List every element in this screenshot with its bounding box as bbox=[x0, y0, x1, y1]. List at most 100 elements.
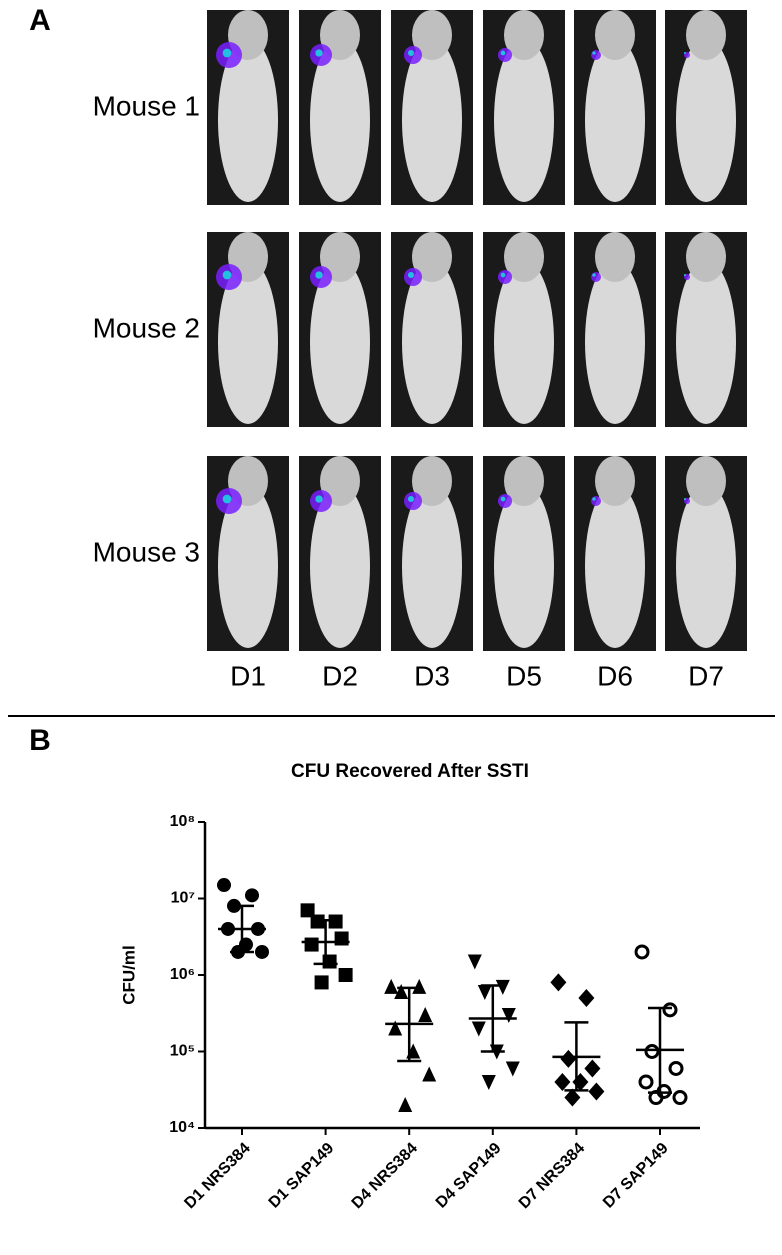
mouse-head bbox=[595, 232, 635, 282]
panel-label: A bbox=[29, 4, 51, 37]
point bbox=[394, 983, 409, 999]
signal bbox=[498, 494, 512, 508]
column-label: D1 bbox=[230, 660, 266, 691]
mouse-image bbox=[483, 232, 565, 427]
mouse-body bbox=[676, 38, 736, 202]
mouse-image bbox=[207, 456, 289, 651]
point bbox=[418, 1007, 433, 1023]
mouse-image bbox=[665, 10, 747, 205]
row-label: Mouse 1 bbox=[93, 90, 200, 121]
row-label: Mouse 3 bbox=[93, 536, 200, 567]
signal bbox=[498, 48, 512, 62]
point bbox=[300, 903, 315, 918]
signal bbox=[591, 50, 601, 60]
mouse-image bbox=[391, 456, 473, 651]
mouse-body bbox=[676, 260, 736, 424]
mouse-image bbox=[574, 10, 656, 205]
point bbox=[328, 914, 343, 929]
mouse-image bbox=[391, 10, 473, 205]
mouse-body bbox=[310, 38, 370, 202]
point bbox=[338, 968, 353, 982]
mouse-body bbox=[585, 260, 645, 424]
signal-core bbox=[408, 50, 414, 56]
mouse-head bbox=[504, 456, 544, 506]
mouse-head bbox=[686, 232, 726, 282]
signal-core bbox=[408, 496, 414, 502]
mouse-body bbox=[402, 260, 462, 424]
point bbox=[304, 937, 319, 952]
x-tick-label: D1 SAP149 bbox=[266, 1140, 338, 1212]
mouse-body bbox=[585, 484, 645, 648]
point bbox=[588, 1082, 605, 1101]
signal-core bbox=[592, 497, 596, 501]
y-axis-label: CFU/ml bbox=[119, 945, 138, 1005]
point bbox=[644, 1044, 660, 1059]
signal-core bbox=[592, 273, 596, 277]
point bbox=[412, 978, 427, 994]
point bbox=[578, 989, 595, 1008]
point bbox=[398, 1096, 413, 1112]
point bbox=[388, 1020, 403, 1036]
column-label: D3 bbox=[414, 660, 450, 691]
column-label: D2 bbox=[322, 660, 358, 691]
x-tick-label: D7 SAP149 bbox=[600, 1140, 672, 1212]
point bbox=[564, 1088, 581, 1107]
mouse-body bbox=[494, 38, 554, 202]
point bbox=[314, 975, 329, 990]
point bbox=[505, 1061, 520, 1077]
mouse-body bbox=[218, 260, 278, 424]
mouse-image bbox=[665, 456, 747, 651]
mouse-head bbox=[504, 10, 544, 60]
signal-core bbox=[315, 271, 323, 279]
signal-core bbox=[222, 270, 232, 280]
column-label: D5 bbox=[506, 660, 542, 691]
signal-core bbox=[222, 48, 232, 58]
y-tick-label: 10⁸ bbox=[170, 813, 195, 830]
point bbox=[471, 1021, 486, 1037]
mouse-body bbox=[494, 260, 554, 424]
x-tick-label: D1 NRS384 bbox=[181, 1140, 253, 1212]
mouse-image bbox=[574, 456, 656, 651]
mouse-body bbox=[402, 38, 462, 202]
point bbox=[554, 1072, 571, 1091]
x-tick-label: D7 NRS384 bbox=[516, 1140, 588, 1212]
point bbox=[668, 1060, 684, 1076]
mouse-head bbox=[686, 10, 726, 60]
point bbox=[255, 944, 269, 959]
point bbox=[638, 1074, 654, 1090]
point bbox=[550, 973, 567, 992]
mouse-body bbox=[218, 484, 278, 648]
signal-core bbox=[222, 494, 232, 504]
signal-core bbox=[684, 498, 686, 500]
signal bbox=[591, 496, 601, 506]
mouse-image bbox=[574, 232, 656, 427]
chart-title: CFU Recovered After SSTI bbox=[291, 761, 529, 782]
mouse-image bbox=[207, 10, 289, 205]
point bbox=[467, 954, 482, 970]
signal-core bbox=[592, 51, 596, 55]
signal-core bbox=[408, 272, 414, 278]
point bbox=[584, 1059, 601, 1078]
column-label: D6 bbox=[597, 660, 633, 691]
point bbox=[245, 888, 259, 903]
signal-core bbox=[500, 272, 506, 278]
y-tick-label: 10⁶ bbox=[170, 966, 195, 983]
point bbox=[501, 1008, 516, 1024]
point bbox=[384, 978, 399, 994]
signal-core bbox=[500, 496, 506, 502]
point bbox=[572, 1072, 589, 1091]
point bbox=[217, 878, 231, 893]
mouse-image bbox=[483, 456, 565, 651]
point bbox=[310, 914, 325, 929]
signal-core bbox=[684, 52, 686, 54]
signal-core bbox=[500, 50, 506, 56]
point bbox=[481, 1074, 496, 1090]
point bbox=[672, 1090, 688, 1106]
signal bbox=[591, 272, 601, 282]
signal-core bbox=[315, 495, 323, 503]
point bbox=[495, 979, 510, 995]
mouse-body bbox=[218, 38, 278, 202]
mouse-image bbox=[299, 232, 381, 427]
